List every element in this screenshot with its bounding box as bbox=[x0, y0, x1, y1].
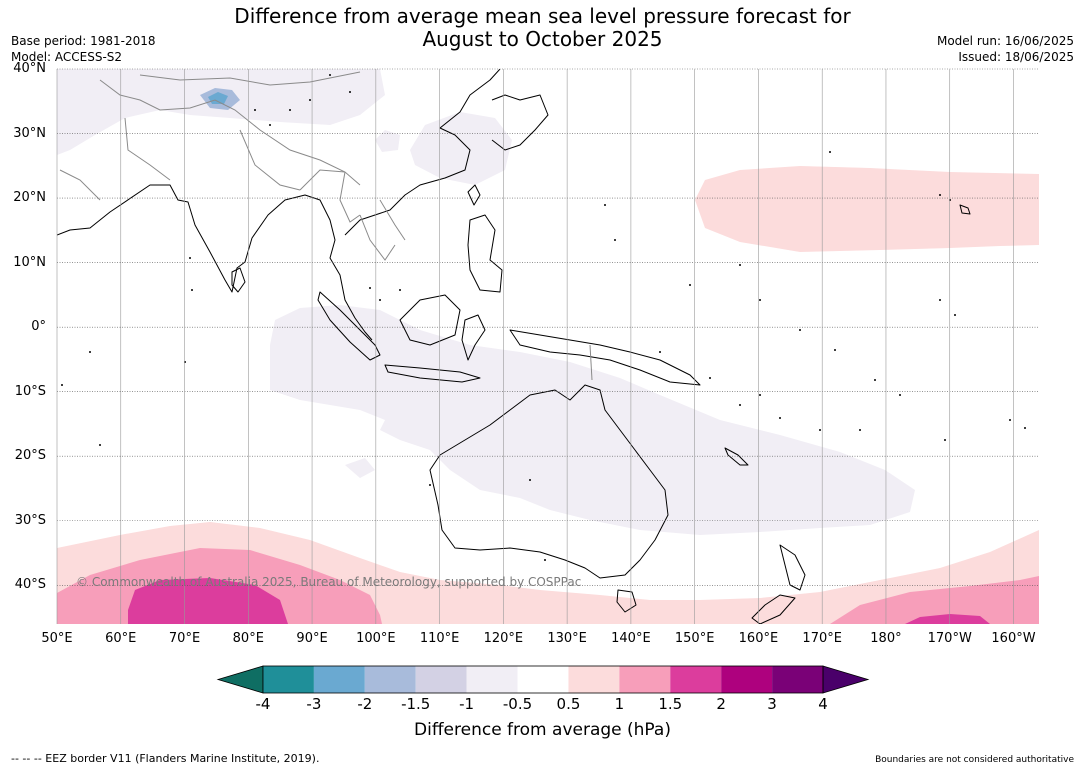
colorbar-tick-label: 4 bbox=[818, 695, 828, 713]
title-line-1: Difference from average mean sea level p… bbox=[234, 4, 851, 28]
lon-label: 170°W bbox=[927, 631, 972, 646]
coastline-arabia-india bbox=[57, 184, 373, 341]
country-borders bbox=[59, 71, 593, 381]
base-period: Base period: 1981-2018 bbox=[11, 34, 156, 48]
lat-label: 10°N bbox=[13, 254, 46, 270]
coastline-australia bbox=[429, 384, 669, 579]
colorbar-segment bbox=[772, 666, 823, 693]
lon-label: 100°E bbox=[356, 631, 396, 646]
lat-label: 30°S bbox=[14, 512, 46, 528]
coastline-sri-lanka bbox=[231, 267, 246, 293]
anomaly-light-purple-asia bbox=[57, 69, 385, 155]
coastline-philippines bbox=[467, 214, 503, 293]
copyright-notice: © Commonwealth of Australia 2025, Bureau… bbox=[76, 575, 582, 589]
lon-label: 160°W bbox=[991, 631, 1036, 646]
lon-label: 140°E bbox=[611, 631, 651, 646]
colorbar-segment bbox=[466, 666, 518, 693]
map-plot-area bbox=[57, 69, 1039, 624]
coastline-new-caledonia bbox=[724, 447, 749, 466]
colorbar-tick-label: 1 bbox=[614, 695, 625, 713]
coastline-borneo bbox=[399, 294, 461, 346]
lat-label: 40°N bbox=[13, 61, 46, 76]
anomaly-light-purple-tibet bbox=[375, 130, 400, 152]
colorbar-tick-label: 2 bbox=[716, 695, 726, 713]
lon-label: 90°E bbox=[296, 631, 328, 646]
anomaly-magenta-southern-east bbox=[905, 614, 990, 624]
colorbar-tick-label: 1.5 bbox=[658, 695, 683, 713]
model-name: Model: ACCESS-S2 bbox=[11, 50, 123, 64]
boundaries-disclaimer: Boundaries are not considered authoritat… bbox=[875, 755, 1074, 765]
colorbar-tick-label: -2 bbox=[357, 695, 373, 713]
model-run: Model run: 16/06/2025 bbox=[936, 34, 1074, 48]
header-left: Base period: 1981-2018 Model: ACCESS-S2 bbox=[11, 33, 156, 65]
colorbar-segment bbox=[619, 666, 671, 693]
coastline-sulawesi bbox=[461, 314, 486, 361]
anomaly-light-purple-indian bbox=[345, 458, 375, 478]
coastline-hawaii bbox=[959, 204, 971, 215]
colorbar-segment bbox=[517, 666, 569, 693]
colorbar-tick-label: -4 bbox=[255, 695, 271, 713]
lat-label: 40°S bbox=[14, 577, 46, 593]
anomaly-mid-pink-southern-east bbox=[830, 576, 1039, 624]
coastlines bbox=[57, 69, 971, 624]
lon-label: 120°E bbox=[483, 631, 524, 646]
lon-label: 110°E bbox=[419, 631, 460, 646]
lon-label: 130°E bbox=[547, 631, 587, 646]
island-dots bbox=[61, 74, 1026, 561]
lat-label: 30°N bbox=[13, 125, 46, 141]
colorbar-segment bbox=[721, 666, 773, 693]
coastline-sumatra bbox=[317, 291, 381, 361]
colorbar-extend-high bbox=[822, 665, 870, 694]
colorbar-segment bbox=[364, 666, 416, 693]
coastline-korea-japan bbox=[491, 94, 549, 151]
colorbar-tick-label: -1 bbox=[459, 695, 475, 713]
colorbar-extend-low bbox=[216, 665, 264, 694]
colorbar-tick-label: -3 bbox=[306, 695, 322, 713]
colorbar-segment bbox=[415, 666, 467, 693]
lat-label: 20°S bbox=[14, 448, 46, 464]
coastline-taiwan bbox=[467, 184, 481, 206]
lon-label: 70°E bbox=[168, 631, 201, 646]
colorbar bbox=[216, 665, 870, 694]
coastline-new-guinea bbox=[509, 329, 701, 386]
anomaly-light-purple-china bbox=[410, 112, 512, 185]
coastline-new-zealand-north bbox=[779, 544, 806, 591]
lon-label: 150°E bbox=[674, 631, 715, 646]
lon-label: 170°E bbox=[802, 631, 842, 646]
colorbar-segment bbox=[263, 666, 314, 693]
colorbar-title: Difference from average (hPa) bbox=[414, 720, 671, 740]
coastline-tasmania bbox=[616, 589, 637, 613]
coastline-java bbox=[384, 364, 481, 383]
colorbar-tick-label: -0.5 bbox=[502, 695, 533, 713]
colorbar-segment bbox=[568, 666, 620, 693]
lon-label: 50°E bbox=[41, 631, 73, 646]
lat-label: 0° bbox=[31, 319, 46, 335]
anomaly-light-purple-maritime bbox=[270, 305, 915, 535]
lon-label: 80°E bbox=[232, 631, 264, 646]
title-line-2: August to October 2025 bbox=[422, 27, 663, 51]
colorbar-tick-label: 3 bbox=[767, 695, 777, 713]
colorbar-frame bbox=[262, 665, 824, 694]
anomaly-pink-north-pacific bbox=[695, 166, 1039, 252]
colorbar-segment bbox=[313, 666, 365, 693]
lon-label: 160°E bbox=[738, 631, 779, 646]
colorbar-segment bbox=[670, 666, 722, 693]
lat-label: 20°N bbox=[13, 190, 46, 206]
lat-label: 10°S bbox=[14, 383, 46, 399]
colorbar-tick-label: -1.5 bbox=[401, 695, 431, 713]
coastline-new-zealand-south bbox=[751, 594, 796, 624]
eez-border-note: -- -- -- EEZ border V11 (Flanders Marine… bbox=[11, 752, 320, 765]
header-right: Model run: 16/06/2025 Issued: 18/06/2025 bbox=[937, 33, 1074, 65]
colorbar-tick-label: 0.5 bbox=[556, 695, 581, 713]
lon-label: 60°E bbox=[105, 631, 137, 646]
map-title: Difference from average mean sea level p… bbox=[0, 5, 1085, 51]
coastline-east-asia bbox=[344, 69, 501, 236]
issued-date: Issued: 18/06/2025 bbox=[958, 50, 1074, 64]
graticule bbox=[56, 68, 1039, 624]
lon-label: 180° bbox=[870, 631, 902, 646]
